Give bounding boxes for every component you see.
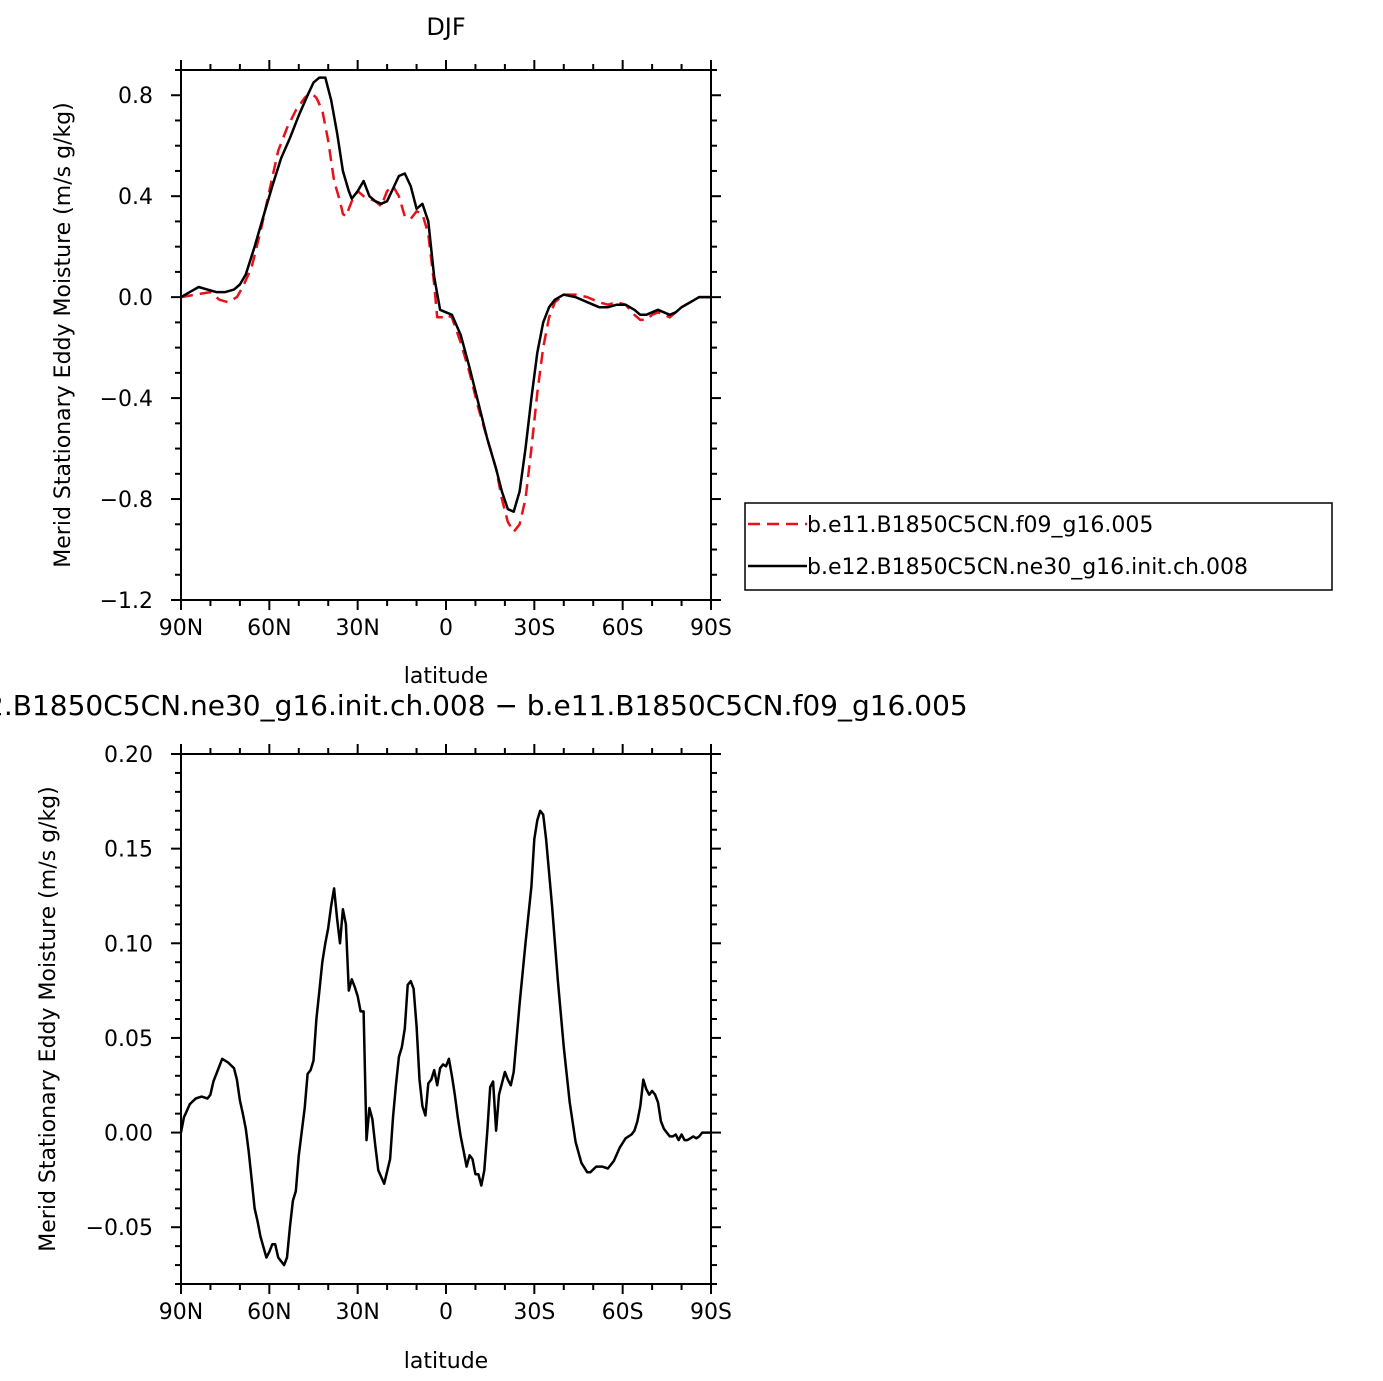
bot-x-tick-label: 30N [335, 1300, 379, 1325]
bottom-x-axis-label: latitude [404, 1349, 488, 1374]
bot-y-tick-label: 0.05 [104, 1027, 153, 1052]
bot-x-tick-label: 90S [690, 1300, 732, 1325]
top-x-axis-label: latitude [404, 664, 488, 689]
bot-x-tick-label: 30S [513, 1300, 555, 1325]
bot-y-tick-label: 0.20 [104, 743, 153, 768]
bot-y-tick-label: 0.15 [104, 838, 153, 863]
bottom-chart-title: b.e12.B1850C5CN.ne30_g16.init.ch.008 − b… [0, 689, 968, 722]
bot-series-line-1 [179, 809, 711, 1267]
bottom-y-ticks: 0.20 0.15 0.10 0.05 0.00 −0.05 [86, 743, 721, 1285]
top-x-tick-label: 30N [335, 616, 379, 641]
bottom-y-axis-label: Merid Stationary Eddy Moisture (m/s g/kg… [36, 786, 61, 1251]
top-chart: 90N 60N 30N 0 30S 60S 90S 0.8 0.4 0.0 −0.4 −0.8 −1.… [51, 13, 1333, 689]
top-x-tick-label: 0 [439, 616, 453, 641]
bottom-chart: 90N 60N 30N 0 30S 60S 90S 0.20 0.15 0.10 0.05 0.00… [0, 689, 968, 1374]
top-series-line-2 [180, 76, 711, 513]
bot-x-tick-label: 60S [602, 1300, 644, 1325]
bot-y-tick-label: 0.00 [104, 1122, 153, 1147]
top-x-tick-label: 30S [513, 616, 555, 641]
top-x-tick-label: 90N [159, 616, 203, 641]
bot-y-tick-label: −0.05 [86, 1216, 153, 1241]
bot-x-tick-label: 60N [247, 1300, 291, 1325]
top-y-tick-label: −0.4 [100, 387, 153, 412]
top-y-axis-label: Merid Stationary Eddy Moisture (m/s g/kg… [51, 102, 76, 567]
bot-y-tick-label: 0.10 [104, 932, 153, 957]
legend-box [744, 502, 1333, 591]
top-x-tick-label: 90S [690, 616, 732, 641]
top-y-tick-label: −0.8 [100, 488, 153, 513]
bot-x-tick-label: 0 [439, 1300, 453, 1325]
top-x-tick-label: 60N [247, 616, 291, 641]
bottom-chart-series-lines [179, 809, 711, 1267]
legend-label-series-1: b.e11.B1850C5CN.f09_g16.005 [807, 513, 1153, 538]
top-chart-title: DJF [426, 13, 465, 41]
top-y-tick-label: −1.2 [100, 589, 153, 614]
top-y-tick-label: 0.4 [118, 185, 153, 210]
bottom-x-ticks: 90N 60N 30N 0 30S 60S 90S [159, 744, 732, 1325]
legend: b.e11.B1850C5CN.f09_g16.005 b.e12.B1850C… [744, 502, 1333, 591]
top-y-tick-label: 0.8 [118, 84, 153, 109]
top-x-tick-label: 60S [602, 616, 644, 641]
top-x-ticks: 90N 60N 30N 0 30S 60S 90S [159, 60, 732, 641]
bot-x-tick-label: 90N [159, 1300, 203, 1325]
top-y-ticks: 0.8 0.4 0.0 −0.4 −0.8 −1.2 [100, 69, 721, 614]
top-chart-series-lines [180, 76, 711, 534]
legend-label-series-2: b.e12.B1850C5CN.ne30_g16.init.ch.008 [807, 555, 1248, 580]
top-y-tick-label: 0.0 [118, 286, 153, 311]
